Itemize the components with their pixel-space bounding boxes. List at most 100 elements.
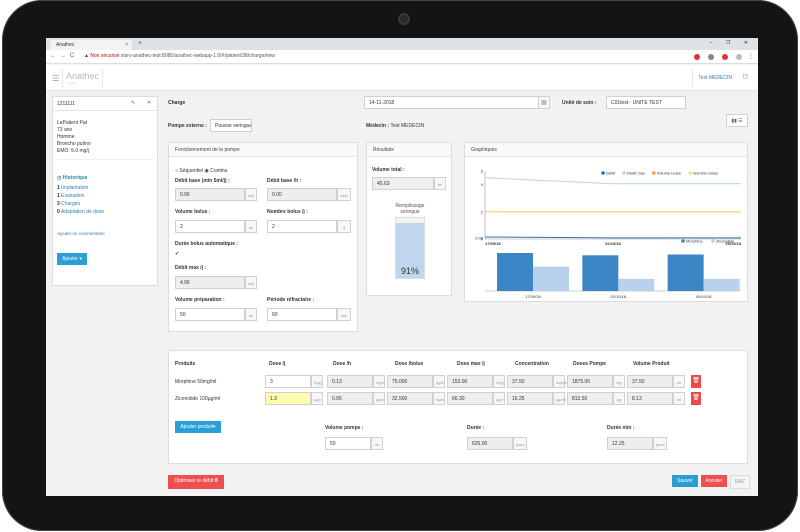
legend-marker: [601, 171, 605, 175]
history-item[interactable]: 0 Adaptation de dose: [57, 209, 104, 215]
menu-dots-icon[interactable]: ⋮: [748, 54, 754, 60]
mode-radio[interactable]: ○ Séquentiel ◉ Continu: [175, 168, 228, 174]
products-panel: Produits Dose /j Dose /h Dose /bolus Dose ma…: [168, 350, 748, 464]
reload-icon[interactable]: C: [70, 53, 75, 59]
browser-tab[interactable]: Anathec ×: [50, 40, 132, 50]
forward-icon[interactable]: →: [60, 53, 66, 59]
periode-input[interactable]: 60: [267, 308, 337, 321]
dose-h-input: 0.05: [327, 392, 373, 405]
dose-h-input: 0.13: [327, 375, 373, 388]
pump-select[interactable]: Pousse seringue: [210, 119, 252, 132]
history-count: 1: [57, 185, 60, 191]
tab-close-icon[interactable]: ×: [125, 42, 128, 48]
hamburger-icon[interactable]: ☰: [52, 74, 60, 83]
graphs-panel-title: Graphiques: [465, 143, 747, 157]
dose-j-input[interactable]: 3: [265, 375, 311, 388]
doctor-label: Médecin : Test MEDECIN: [366, 123, 424, 129]
history-item[interactable]: 3 Charges: [57, 201, 104, 207]
divider: [62, 69, 63, 87]
unit: µg: [613, 392, 625, 405]
duree-min-input: 12.25: [607, 437, 653, 450]
calendar-icon[interactable]: ▦: [538, 96, 550, 109]
duree-min-label: Durée min :: [607, 425, 635, 431]
care-unit-label: Unité de soin :: [562, 100, 597, 106]
extension-icon[interactable]: [722, 54, 728, 60]
x-tick-label: 05/10/18: [696, 294, 712, 299]
add-button[interactable]: Ajouter ▾: [57, 253, 87, 265]
syringe-gauge: 91%: [395, 217, 425, 279]
new-tab-icon[interactable]: +: [138, 40, 143, 47]
date-input[interactable]: 14-11-2018: [364, 96, 540, 109]
tab-title: Anathec: [56, 42, 75, 48]
bar: [667, 254, 704, 291]
cancel-button[interactable]: Annuler: [701, 475, 727, 487]
profile-icon[interactable]: [736, 54, 742, 60]
dose-j-input[interactable]: 1.3: [265, 392, 311, 405]
dose-max-input: 66.30: [447, 392, 493, 405]
doses-pompe-input: 812.50: [567, 392, 613, 405]
legend-marker: [622, 171, 626, 175]
security-warning[interactable]: ▲ Non sécurisé: [84, 53, 120, 59]
history-item[interactable]: 1 Evaluation: [57, 193, 104, 199]
concentration-input: 16.25: [507, 392, 553, 405]
optimize-button[interactable]: Optimiser le débit 🖩: [168, 475, 224, 489]
volume-prep-input[interactable]: 50: [175, 308, 245, 321]
history-item[interactable]: 1 Implantation: [57, 185, 104, 191]
y-tick-label: 5: [481, 169, 484, 174]
nombre-bolus-input[interactable]: 2: [267, 220, 337, 233]
reset-button[interactable]: RAZ: [730, 475, 750, 489]
volume-total-input: 45.63: [372, 177, 434, 190]
results-panel-title: Résultats: [367, 143, 451, 157]
patient-id: 1211111: [57, 101, 75, 107]
delete-product-icon[interactable]: 🗑: [691, 392, 701, 405]
extension-icon[interactable]: [708, 54, 714, 60]
view-toggle-button[interactable]: ▮▮ ☰: [726, 114, 748, 127]
add-comment-link[interactable]: Ajouter un commentaire: [57, 231, 105, 236]
legend-label: Volume bolus: [657, 171, 681, 176]
duree-bolus-checkbox[interactable]: ✔: [175, 251, 180, 257]
dose-max-input: 153.00: [447, 375, 493, 388]
volume-pompe-input[interactable]: 50: [325, 437, 371, 450]
debit-base-min-input[interactable]: 0.06: [175, 188, 245, 201]
unit: µg/ml: [553, 392, 566, 405]
legend-label: Morphine: [686, 239, 703, 244]
x-tick-label: 17/09/18: [525, 294, 541, 299]
back-icon[interactable]: ←: [50, 53, 56, 59]
patient-card: 1211111 ✎ ✕ LePatient Pat 73 ans Homme B…: [52, 96, 158, 286]
unit: ml: [245, 308, 257, 321]
edit-icon[interactable]: ✎: [131, 100, 136, 106]
products-header: Doses Pompe: [573, 361, 607, 367]
syringe-fill-bar: [396, 223, 424, 278]
save-button[interactable]: Sauver: [672, 475, 698, 487]
debit-max-input[interactable]: 4.06: [175, 276, 245, 289]
products-header: Dose max /j: [457, 361, 485, 367]
divider: [102, 69, 103, 87]
duree-input: 625.00: [467, 437, 513, 450]
url-field[interactable]: ▲ Non sécurisé stsrv-anathec-test:8080/a…: [84, 53, 275, 59]
products-header: Dose /j: [269, 361, 286, 367]
history-list: 1 Implantation 1 Evaluation 3 Charges 0 …: [57, 185, 104, 215]
volume-bolus-input[interactable]: 2: [175, 220, 245, 233]
patient-card-header: 1211111 ✎ ✕: [53, 97, 157, 111]
add-product-button[interactable]: Ajouter produit▾: [175, 421, 221, 433]
power-icon[interactable]: ⏻: [742, 74, 748, 81]
unit: mg/j: [493, 375, 505, 388]
history-title[interactable]: ◷ Historique: [57, 175, 88, 181]
debit-max-label: Débit max /j :: [175, 265, 207, 271]
current-user[interactable]: Test MEDECIN: [698, 75, 732, 81]
window-controls[interactable]: – ❐ ✕: [709, 40, 754, 46]
close-icon[interactable]: ✕: [147, 100, 152, 106]
extension-icon[interactable]: [694, 54, 700, 60]
unit: ml: [434, 177, 446, 190]
legend-marker: [688, 171, 692, 175]
products-header: Volume Produit: [633, 361, 670, 367]
unit: µg/j: [311, 392, 323, 405]
delete-product-icon[interactable]: 🗑: [691, 375, 701, 388]
results-panel: Résultats Volume total : 45.63 ml Rempli…: [366, 142, 452, 296]
care-unit-select[interactable]: C01test - UNITE TEST: [606, 96, 686, 109]
duree-label: Durée :: [467, 425, 485, 431]
doctor-label-text: Médecin :: [366, 123, 390, 129]
debit-base-h-input[interactable]: 0.00: [267, 188, 337, 201]
patient-sex: Homme: [57, 134, 75, 140]
